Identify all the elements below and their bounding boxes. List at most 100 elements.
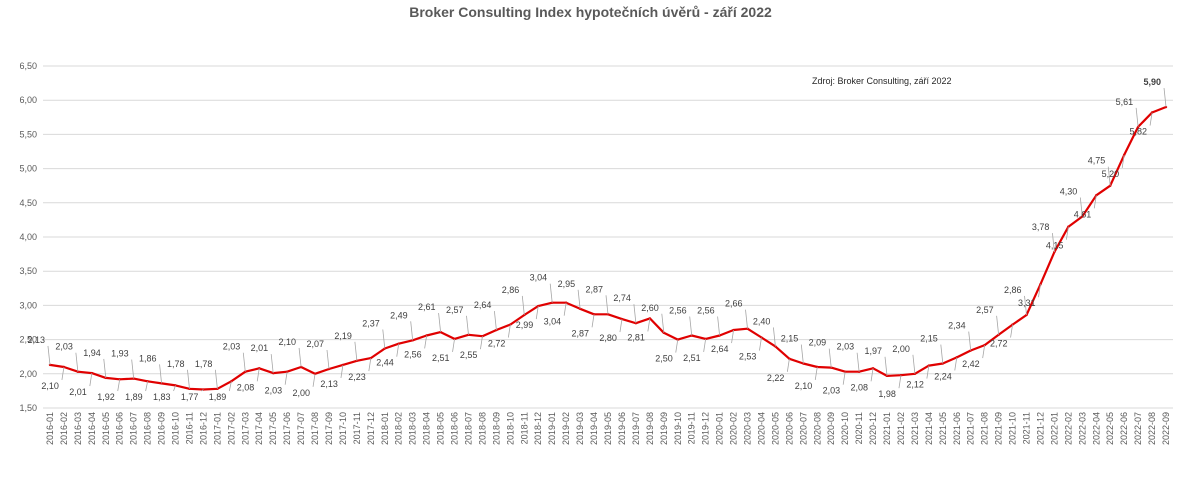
data-label: 2,95	[558, 279, 576, 289]
data-label: 2,13	[320, 379, 338, 389]
data-label: 2,80	[599, 333, 617, 343]
y-tick-label: 5,50	[19, 129, 37, 139]
label-leader	[75, 352, 79, 372]
data-label: 5,90	[1143, 77, 1161, 87]
label-leader	[982, 345, 986, 359]
data-label: 1,93	[111, 349, 129, 359]
label-leader	[396, 343, 400, 357]
data-point	[62, 365, 66, 369]
x-tick-label: 2018-11	[519, 412, 529, 444]
data-label: 2,24	[934, 371, 952, 381]
data-label: 5,61	[1116, 97, 1134, 107]
x-tick-label: 2020-06	[784, 412, 794, 445]
label-leader	[1024, 295, 1027, 316]
y-tick-label: 2,50	[19, 335, 37, 345]
data-label: 2,64	[474, 300, 492, 310]
label-leader	[689, 316, 693, 336]
label-leader	[507, 324, 511, 338]
x-tick-label: 2022-07	[1133, 412, 1143, 445]
x-tick-label: 2017-11	[352, 412, 362, 444]
x-tick-label: 2020-09	[826, 412, 836, 445]
data-point	[955, 356, 958, 359]
data-label: 2,66	[725, 299, 743, 309]
data-point	[983, 343, 986, 347]
x-tick-label: 2019-09	[659, 412, 669, 445]
data-label: 2,00	[892, 344, 910, 354]
y-tick-label: 1,50	[19, 403, 37, 413]
data-label: 5,82	[1130, 127, 1148, 137]
label-leader	[661, 313, 665, 333]
data-label: 2,03	[265, 386, 283, 396]
data-label: 4,15	[1046, 241, 1064, 251]
label-leader	[201, 389, 204, 392]
data-label: 2,51	[432, 353, 450, 363]
x-tick-label: 2016-07	[129, 412, 139, 445]
label-leader	[61, 366, 65, 381]
label-leader	[549, 283, 553, 303]
x-tick-label: 2016-05	[101, 412, 111, 445]
label-leader	[1093, 195, 1097, 209]
data-point	[341, 363, 345, 367]
label-leader	[535, 306, 539, 320]
data-point	[453, 337, 456, 341]
x-tick-label: 2018-01	[380, 412, 390, 445]
data-label: 3,04	[530, 273, 548, 283]
data-label: 3,31	[1018, 298, 1036, 308]
data-label: 2,03	[223, 342, 241, 352]
label-leader	[745, 309, 748, 329]
x-tick-label: 2021-08	[980, 412, 990, 445]
data-label: 1,89	[209, 392, 227, 402]
x-tick-label: 2020-11	[854, 412, 864, 444]
label-leader	[786, 358, 790, 372]
label-leader	[117, 379, 121, 392]
x-tick-label: 2016-11	[184, 412, 194, 444]
label-leader	[926, 365, 930, 379]
label-leader	[480, 336, 483, 350]
data-label: 2,03	[837, 342, 855, 352]
label-leader	[173, 385, 176, 392]
label-leader	[452, 338, 455, 352]
data-point	[90, 371, 94, 375]
x-tick-label: 2017-07	[296, 412, 306, 445]
x-tick-label: 2020-03	[743, 412, 753, 445]
label-leader	[1149, 112, 1153, 126]
y-tick-label: 6,50	[19, 61, 37, 71]
x-tick-label: 2019-12	[701, 412, 711, 445]
label-leader	[577, 289, 581, 309]
x-tick-label: 2016-03	[73, 412, 83, 445]
label-leader	[870, 368, 874, 382]
data-point	[537, 304, 540, 308]
data-label: 2,56	[404, 349, 422, 359]
x-tick-label: 2016-02	[59, 412, 69, 445]
data-label: 2,74	[613, 293, 631, 303]
label-leader	[131, 359, 135, 379]
x-tick-label: 2020-04	[756, 412, 766, 445]
data-label: 2,42	[962, 359, 980, 369]
label-leader	[647, 318, 651, 332]
data-label: 2,01	[69, 387, 87, 397]
x-tick-label: 2016-09	[157, 412, 167, 445]
data-label: 2,49	[390, 310, 408, 320]
data-point	[1150, 111, 1154, 114]
x-tick-label: 2017-05	[268, 412, 278, 445]
x-tick-label: 2017-09	[324, 412, 334, 445]
label-leader	[270, 354, 274, 374]
x-tick-label: 2018-02	[394, 412, 404, 445]
y-tick-label: 6,00	[19, 95, 37, 105]
label-leader	[898, 375, 902, 389]
x-tick-label: 2020-08	[812, 412, 822, 445]
y-tick-label: 5,00	[19, 164, 37, 174]
data-point	[704, 337, 707, 341]
label-leader	[47, 345, 51, 365]
data-label: 2,87	[585, 284, 603, 294]
label-leader	[619, 319, 623, 333]
data-point	[104, 376, 107, 380]
label-leader	[159, 364, 162, 384]
x-tick-label: 2020-10	[840, 412, 850, 445]
data-label: 1,94	[83, 348, 101, 358]
label-leader	[256, 368, 260, 382]
data-label: 2,53	[739, 352, 757, 362]
data-label: 1,92	[97, 392, 115, 402]
data-point	[397, 342, 400, 345]
